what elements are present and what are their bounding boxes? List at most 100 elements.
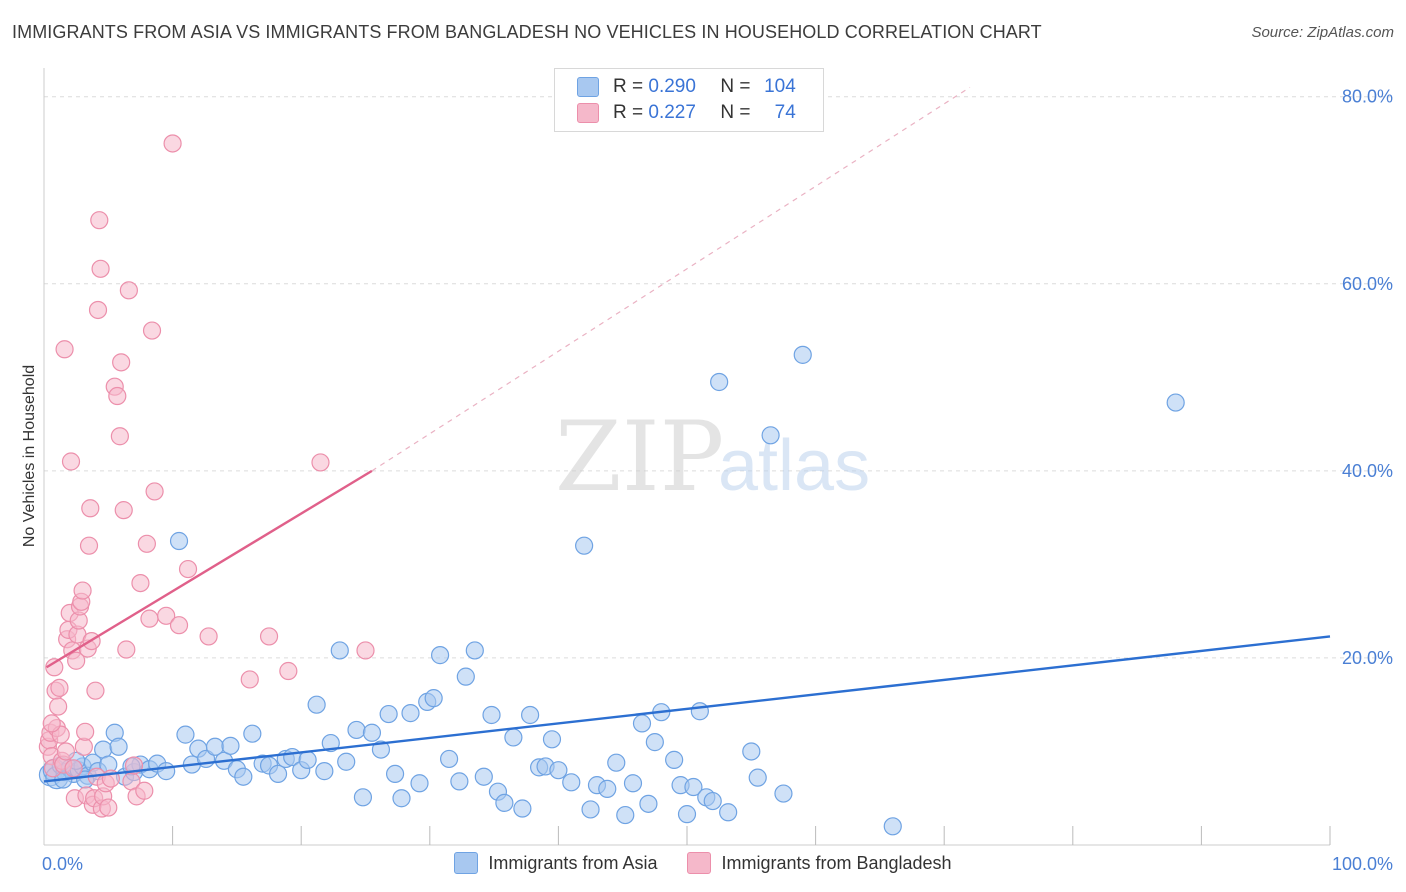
bangladesh-legend-icon bbox=[687, 852, 712, 874]
asia-point bbox=[883, 817, 902, 836]
asia-point bbox=[109, 737, 128, 756]
asia-point bbox=[513, 799, 532, 818]
bangladesh-point bbox=[163, 134, 182, 153]
x-tick-label: 100.0% bbox=[1332, 854, 1393, 874]
asia-point bbox=[298, 750, 317, 769]
asia-point bbox=[665, 750, 684, 769]
asia-point bbox=[761, 426, 780, 445]
asia-point bbox=[465, 641, 484, 660]
bangladesh-point bbox=[117, 640, 136, 659]
bangladesh-point bbox=[157, 606, 176, 625]
asia-point bbox=[495, 793, 514, 813]
bangladesh-point bbox=[110, 427, 129, 446]
asia-point bbox=[742, 742, 761, 761]
bangladesh-point bbox=[137, 534, 156, 553]
asia-point bbox=[401, 704, 420, 723]
asia-point bbox=[243, 724, 262, 743]
asia-point bbox=[1166, 393, 1185, 412]
asia-point bbox=[424, 689, 443, 708]
legend-label-asia: Immigrants from Asia bbox=[488, 852, 658, 873]
bangladesh-point bbox=[259, 627, 279, 646]
asia-point bbox=[307, 695, 326, 714]
bangladesh-point bbox=[91, 259, 110, 278]
asia-point bbox=[703, 791, 722, 811]
legend-row-asia: R = 0.290 N = 104 bbox=[577, 75, 796, 99]
asia-point bbox=[353, 788, 373, 807]
bangladesh-point bbox=[55, 340, 74, 359]
asia-point bbox=[169, 531, 189, 551]
asia-point bbox=[315, 762, 334, 781]
asia-point bbox=[690, 702, 709, 721]
asia-point bbox=[157, 762, 176, 781]
series-legend: Immigrants from Asia Immigrants from Ban… bbox=[0, 852, 1406, 874]
asia-point bbox=[439, 749, 459, 769]
r-value: 0.227 bbox=[648, 102, 696, 123]
asia-point bbox=[337, 752, 356, 771]
asia-point bbox=[793, 345, 812, 364]
asia-point bbox=[549, 761, 568, 780]
asia-point bbox=[321, 733, 340, 753]
bangladesh-point bbox=[114, 501, 133, 520]
asia-point bbox=[575, 536, 594, 555]
bangladesh-point bbox=[356, 641, 375, 660]
source-label: Source: ZipAtlas.com bbox=[1251, 24, 1394, 41]
y-tick-label: 60.0% bbox=[1342, 274, 1393, 294]
bangladesh-point bbox=[99, 798, 118, 817]
asia-point bbox=[639, 794, 658, 813]
asia-point bbox=[719, 803, 738, 822]
bangladesh-point bbox=[42, 714, 61, 733]
asia-point bbox=[504, 728, 523, 747]
legend-label-bangladesh: Immigrants from Bangladesh bbox=[721, 852, 952, 873]
grid-lines bbox=[44, 96, 1392, 659]
trend-lines bbox=[43, 86, 1331, 783]
bangladesh-point bbox=[140, 609, 159, 628]
asia-point bbox=[774, 784, 793, 803]
asia-point bbox=[268, 764, 288, 784]
asia-point bbox=[371, 740, 391, 759]
bangladesh-point bbox=[311, 453, 330, 472]
y-tick-label: 40.0% bbox=[1342, 461, 1393, 481]
bangladesh-point bbox=[50, 678, 69, 697]
bangladesh-point bbox=[86, 681, 105, 700]
asia-point bbox=[598, 779, 617, 798]
asia-point bbox=[362, 723, 382, 742]
asia-swatch-icon bbox=[577, 77, 599, 97]
bangladesh-point bbox=[64, 759, 83, 778]
bangladesh-point bbox=[240, 670, 259, 689]
chart-title: IMMIGRANTS FROM ASIA VS IMMIGRANTS FROM … bbox=[12, 22, 1042, 42]
bangladesh-point bbox=[145, 482, 164, 501]
asia-point bbox=[677, 805, 697, 824]
legend-item-asia: Immigrants from Asia bbox=[454, 852, 657, 874]
n-label: N = bbox=[720, 76, 751, 97]
asia-point bbox=[410, 774, 429, 793]
n-value: 74 bbox=[774, 102, 796, 123]
n-label: N = bbox=[720, 102, 751, 123]
watermark-atlas: atlas bbox=[718, 426, 870, 506]
bangladesh-point bbox=[81, 499, 100, 518]
asia-point bbox=[379, 704, 398, 724]
bangladesh-point bbox=[61, 452, 81, 471]
bangladesh-point bbox=[56, 742, 75, 761]
bangladesh-point bbox=[199, 627, 218, 646]
bangladesh-point bbox=[90, 211, 109, 230]
asia-point bbox=[482, 705, 501, 725]
bangladesh-trend-extension bbox=[371, 86, 971, 472]
asia-point bbox=[623, 774, 643, 793]
asia-point bbox=[748, 768, 767, 787]
bangladesh-point bbox=[142, 321, 162, 340]
bangladesh-trend-line bbox=[45, 469, 373, 669]
bangladesh-point bbox=[119, 281, 138, 300]
asia-point bbox=[385, 764, 405, 784]
x-tick-label: 0.0% bbox=[42, 854, 83, 874]
asia-point bbox=[684, 777, 703, 797]
bangladesh-point bbox=[88, 300, 108, 320]
asia-point bbox=[581, 800, 600, 819]
asia-point bbox=[430, 646, 450, 665]
asia-point bbox=[645, 733, 664, 752]
bangladesh-point bbox=[112, 353, 131, 372]
asia-point bbox=[347, 720, 366, 740]
r-label: R = bbox=[613, 76, 644, 97]
bangladesh-point bbox=[135, 781, 154, 800]
asia-point bbox=[562, 773, 581, 792]
